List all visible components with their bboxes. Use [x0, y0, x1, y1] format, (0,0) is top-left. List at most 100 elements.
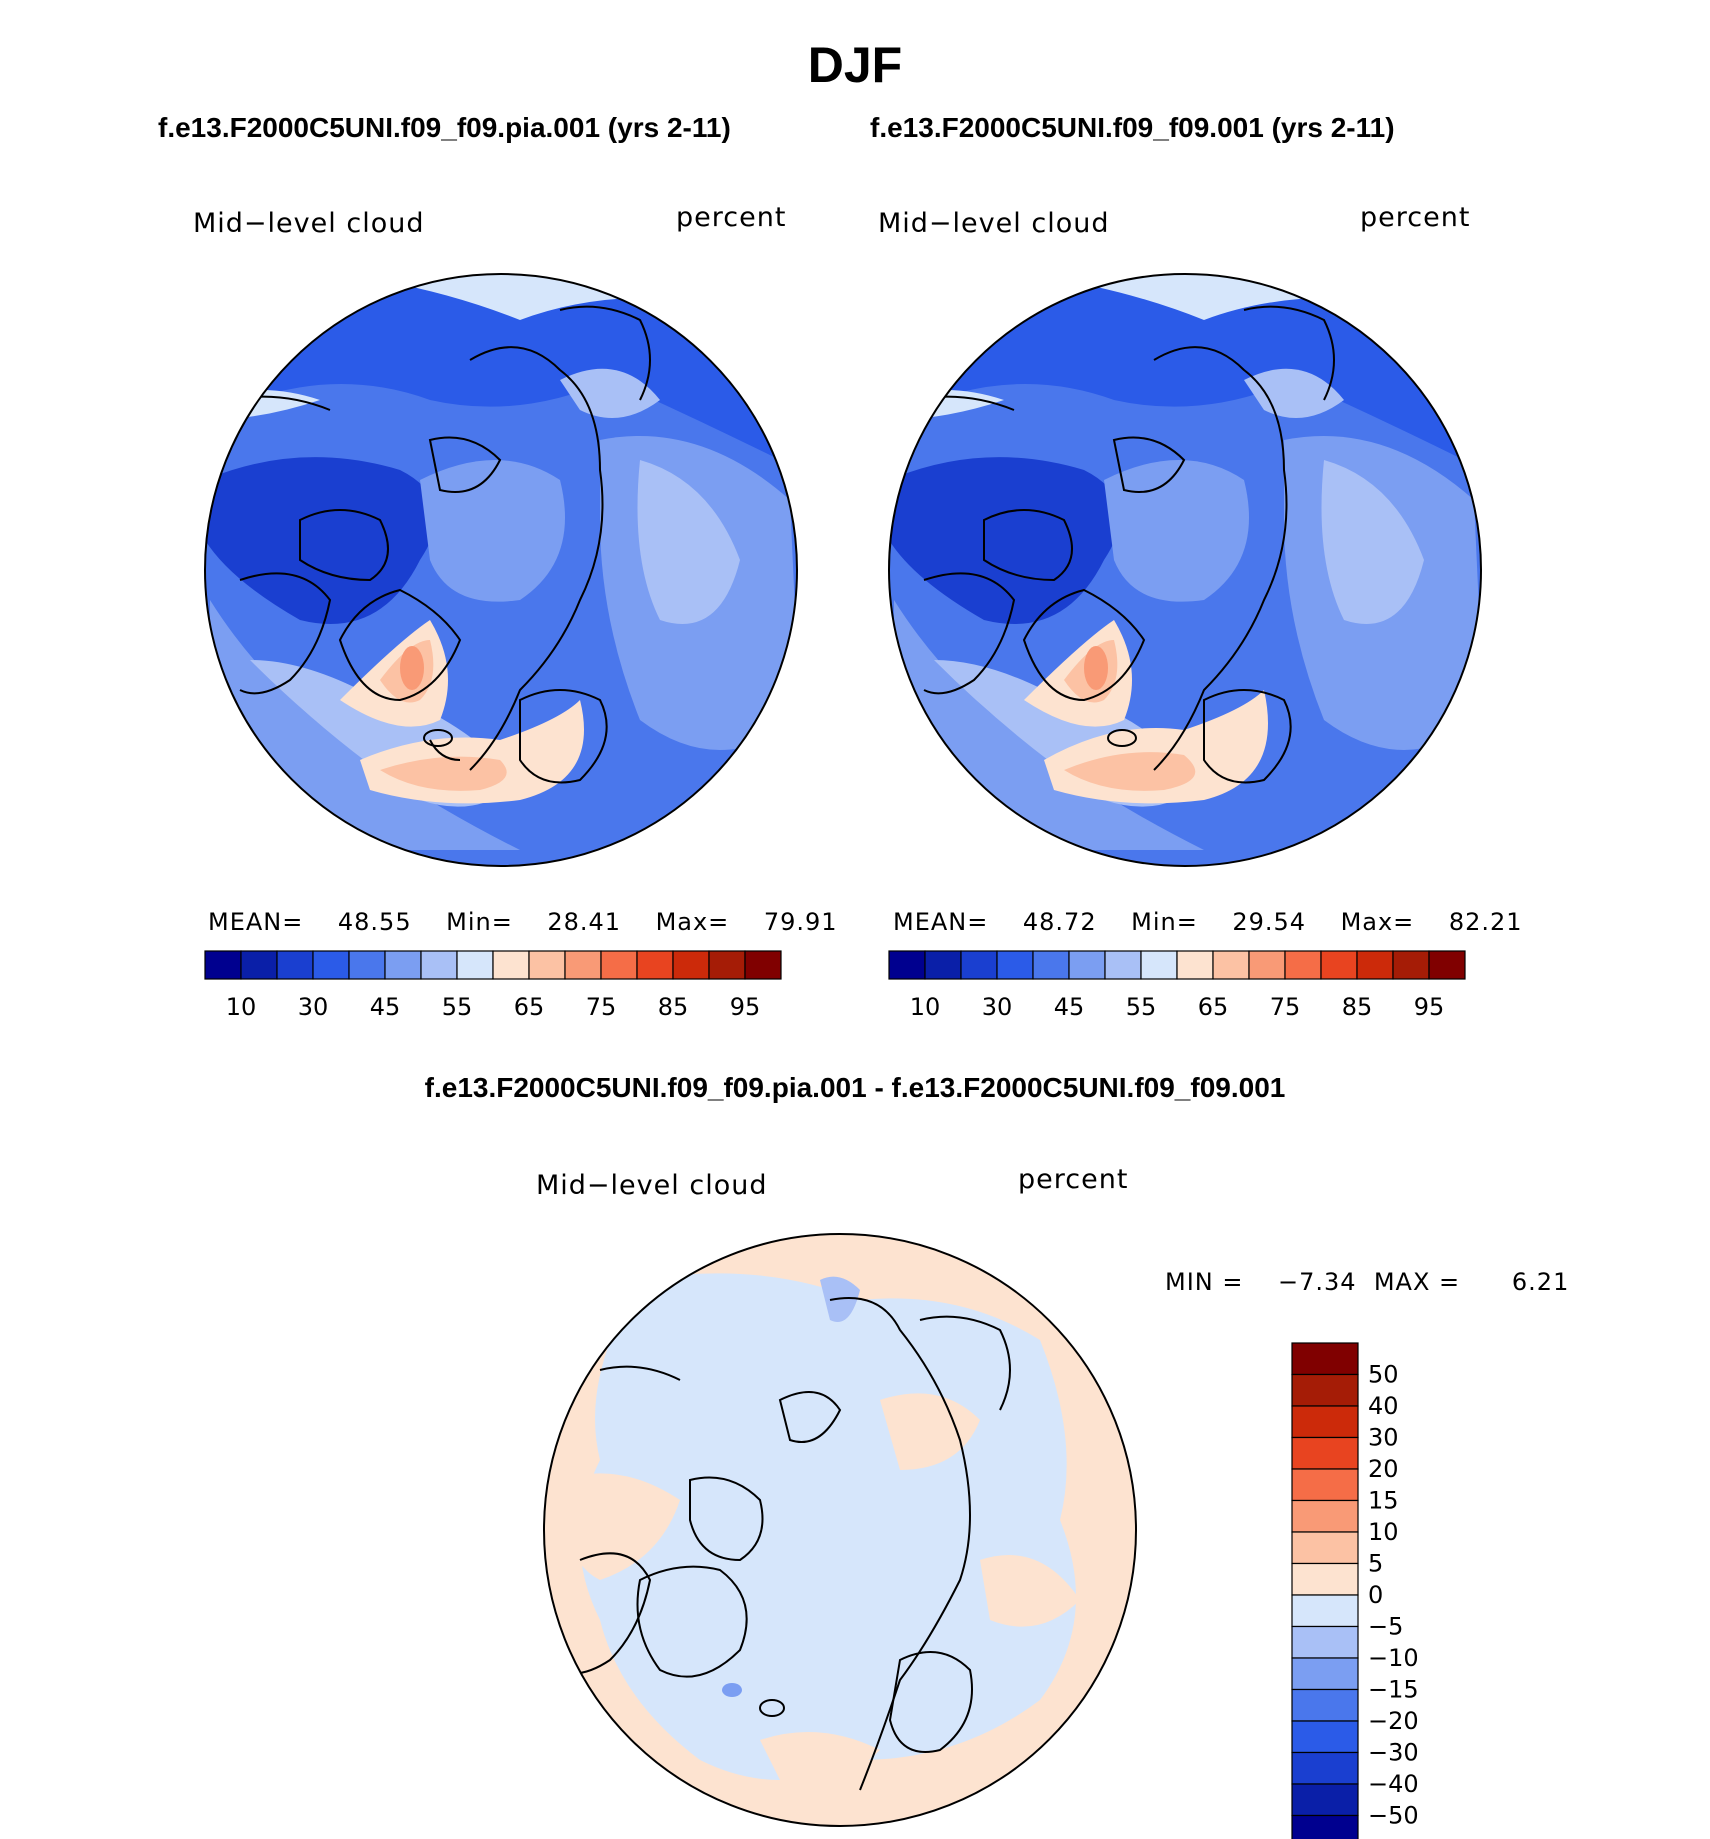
colorbar-box — [708, 950, 746, 980]
panel-2-units: percent — [1360, 202, 1471, 233]
colorbar-box — [600, 950, 638, 980]
diff-stats: MIN = −7.34 MAX = 6.21 — [1165, 1268, 1569, 1296]
panel-1-units: percent — [676, 202, 787, 233]
colorbar-tick-label: −40 — [1368, 1770, 1419, 1798]
colorbar-box — [1291, 1499, 1359, 1533]
colorbar-box — [312, 950, 350, 980]
min-value: 29.54 — [1232, 908, 1307, 936]
min-label: MIN = — [1165, 1268, 1244, 1296]
colorbar-box — [240, 950, 278, 980]
colorbar-box — [744, 950, 782, 980]
colorbar-tick-label: 0 — [1368, 1581, 1383, 1609]
mean-label: MEAN= — [208, 908, 304, 936]
colorbar-box — [1291, 1373, 1359, 1407]
colorbar-box — [1068, 950, 1106, 980]
colorbar-box — [1291, 1531, 1359, 1565]
colorbar-box — [960, 950, 998, 980]
colorbar-box — [1356, 950, 1394, 980]
max-value: 79.91 — [763, 908, 838, 936]
panel-1-variable: Mid−level cloud — [193, 208, 425, 239]
colorbar-box — [1291, 1688, 1359, 1722]
max-label: Max= — [655, 908, 730, 936]
colorbar-box — [1291, 1720, 1359, 1754]
colorbar-box — [996, 950, 1034, 980]
min-value: −7.34 — [1278, 1268, 1357, 1296]
colorbar-tick-label: −30 — [1368, 1739, 1419, 1767]
map-panel-2 — [889, 274, 1481, 866]
colorbar-tick-label: 10 — [226, 993, 257, 1021]
colorbar-tick-label: 65 — [1198, 993, 1229, 1021]
panel-2-stats: MEAN= 48.72 Min= 29.54 Max= 82.21 — [893, 908, 1523, 936]
colorbar-tick-label: 30 — [982, 993, 1013, 1021]
min-label: Min= — [1131, 908, 1198, 936]
max-value: 82.21 — [1448, 908, 1523, 936]
colorbar-tick-label: 45 — [1054, 993, 1085, 1021]
colorbar-tick-label: 95 — [1414, 993, 1445, 1021]
min-label: Min= — [446, 908, 513, 936]
panel-2-variable: Mid−level cloud — [878, 208, 1110, 239]
colorbar-tick-label: 75 — [586, 993, 617, 1021]
colorbar-tick-label: 65 — [514, 993, 545, 1021]
colorbar-box — [348, 950, 386, 980]
colorbar-2: 10 30 45 55 65 75 85 95 — [888, 950, 1466, 1021]
colorbar-tick-label: 30 — [298, 993, 329, 1021]
colorbar-box — [1284, 950, 1322, 980]
diff-variable: Mid−level cloud — [536, 1170, 768, 1201]
difference-title: f.e13.F2000C5UNI.f09_f09.pia.001 - f.e13… — [424, 1072, 1286, 1103]
colorbar-tick-label: 40 — [1368, 1392, 1399, 1420]
figure-title: DJF — [807, 37, 903, 93]
mean-value: 48.72 — [1022, 908, 1097, 936]
colorbar-tick-label: −15 — [1368, 1676, 1419, 1704]
colorbar-box — [1291, 1342, 1359, 1376]
panel-1-title: f.e13.F2000C5UNI.f09_f09.pia.001 (yrs 2-… — [158, 112, 731, 143]
panel-2-title: f.e13.F2000C5UNI.f09_f09.001 (yrs 2-11) — [870, 112, 1395, 143]
colorbar-box — [384, 950, 422, 980]
colorbar-box — [528, 950, 566, 980]
colorbar-box — [1291, 1405, 1359, 1439]
map-3-border — [543, 1233, 1137, 1827]
colorbar-tick-label: 30 — [1368, 1424, 1399, 1452]
map-1-border — [204, 273, 798, 867]
max-label: MAX = — [1373, 1268, 1461, 1296]
colorbar-box — [1291, 1657, 1359, 1691]
colorbar-box — [1291, 1783, 1359, 1817]
colorbar-box — [888, 950, 926, 980]
colorbar-box — [1140, 950, 1178, 980]
mean-label: MEAN= — [893, 908, 989, 936]
mean-value: 48.55 — [337, 908, 412, 936]
colorbar-box — [1291, 1814, 1359, 1839]
colorbar-tick-label: 50 — [1368, 1361, 1399, 1389]
colorbar-box — [564, 950, 602, 980]
colorbar-tick-label: −10 — [1368, 1644, 1419, 1672]
colorbar-box — [1032, 950, 1070, 980]
panel-1-stats: MEAN= 48.55 Min= 28.41 Max= 79.91 — [208, 908, 838, 936]
colorbar-tick-label: 75 — [1270, 993, 1301, 1021]
map-panel-diff — [544, 1234, 1136, 1826]
colorbar-box — [1212, 950, 1250, 980]
colorbar-box — [1176, 950, 1214, 980]
colorbar-tick-label: 20 — [1368, 1455, 1399, 1483]
colorbar-box — [1291, 1594, 1359, 1628]
max-value: 6.21 — [1511, 1268, 1570, 1296]
colorbar-tick-label: 85 — [658, 993, 689, 1021]
colorbar-tick-label: −20 — [1368, 1707, 1419, 1735]
colorbar-1: 10 30 45 55 65 75 85 95 — [204, 950, 782, 1021]
colorbar-box — [1291, 1436, 1359, 1470]
colorbar-tick-label: 85 — [1342, 993, 1373, 1021]
colorbar-tick-label: 5 — [1368, 1550, 1383, 1578]
colorbar-box — [1392, 950, 1430, 980]
colorbar-box — [1320, 950, 1358, 980]
colorbar-box — [1428, 950, 1466, 980]
map-2-border — [888, 273, 1482, 867]
colorbar-box — [1291, 1751, 1359, 1785]
colorbar-box — [204, 950, 242, 980]
diff-units: percent — [1018, 1164, 1129, 1195]
colorbar-box — [672, 950, 710, 980]
colorbar-box — [1291, 1468, 1359, 1502]
colorbar-box — [420, 950, 458, 980]
colorbar-box — [636, 950, 674, 980]
colorbar-tick-label: 95 — [730, 993, 761, 1021]
map-panel-1 — [205, 274, 797, 866]
